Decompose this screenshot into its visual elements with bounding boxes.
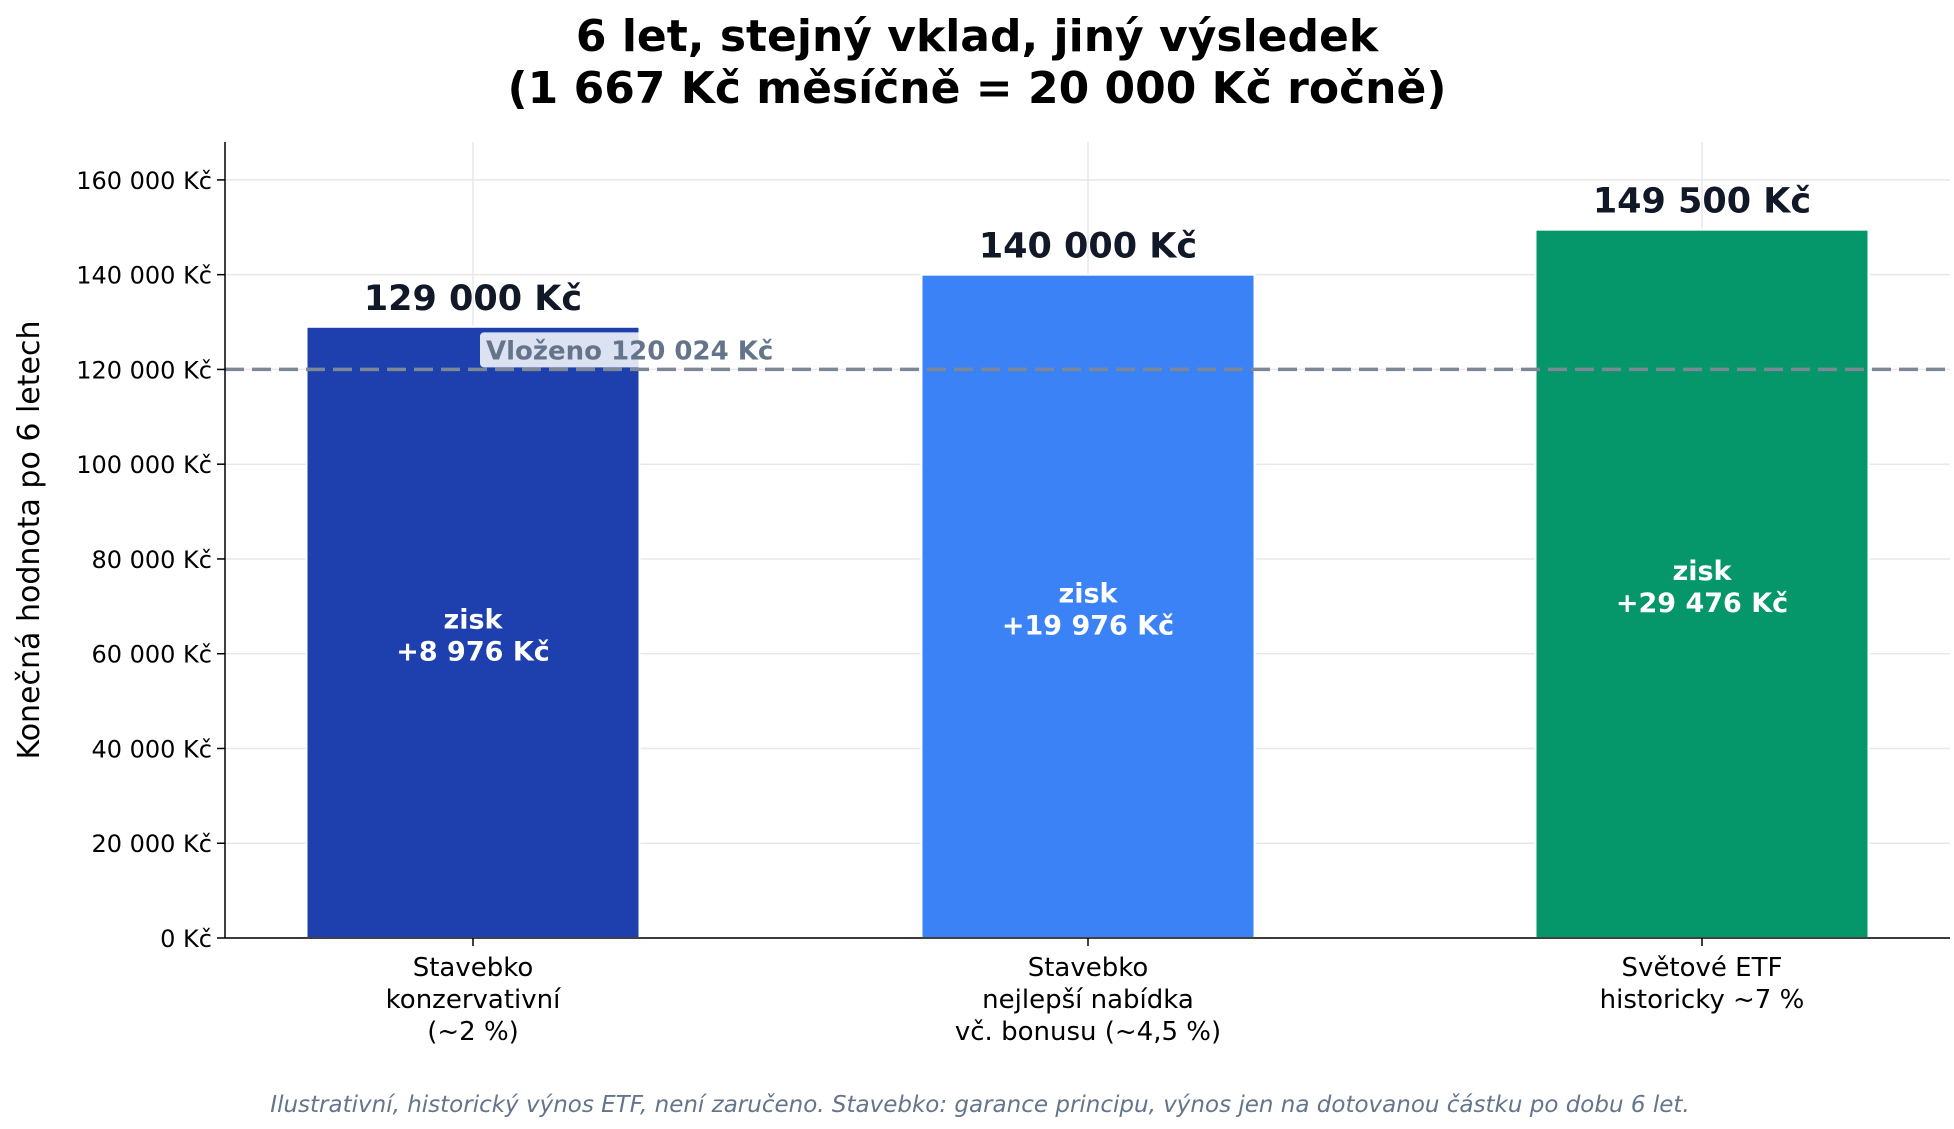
chart-title-line: (1 667 Kč měsíčně = 20 000 Kč ročně) bbox=[508, 63, 1447, 114]
y-tick-label: 100 000 Kč bbox=[76, 451, 212, 479]
chart-title: 6 let, stejný vklad, jiný výsledek(1 667… bbox=[508, 11, 1447, 114]
y-tick-label: 120 000 Kč bbox=[76, 356, 212, 384]
reference-line: Vloženo 120 024 Kč bbox=[225, 332, 1950, 372]
x-tick-label: historicky ~7 % bbox=[1600, 985, 1805, 1015]
x-tick-label: Stavebko bbox=[1028, 953, 1149, 983]
y-tick-label: 20 000 Kč bbox=[91, 830, 212, 858]
y-tick-label: 140 000 Kč bbox=[76, 262, 212, 290]
gain-label: +8 976 Kč bbox=[396, 636, 550, 667]
chart-title-line: 6 let, stejný vklad, jiný výsledek bbox=[576, 11, 1380, 62]
reference-label: Vloženo 120 024 Kč bbox=[486, 336, 773, 366]
x-tick-label: nejlepší nabídka bbox=[982, 985, 1194, 1015]
bar bbox=[1534, 228, 1870, 939]
value-label: 129 000 Kč bbox=[364, 279, 582, 319]
gain-label: zisk bbox=[444, 604, 504, 635]
gain-label: zisk bbox=[1059, 578, 1119, 609]
x-tick-label: Stavebko bbox=[413, 953, 534, 983]
y-axis-label-group: Konečná hodnota po 6 letech bbox=[12, 321, 47, 760]
y-tick-label: 80 000 Kč bbox=[91, 546, 212, 574]
y-tick-label: 160 000 Kč bbox=[76, 167, 212, 195]
y-axis-ticks: 0 Kč 20 000 Kč 40 000 Kč 60 000 Kč 80 000 Kč… bbox=[76, 167, 225, 953]
bar bbox=[920, 273, 1256, 939]
footnote: Ilustrativní, historický výnos ETF, není… bbox=[270, 1092, 1689, 1118]
y-tick-label: 60 000 Kč bbox=[91, 641, 212, 669]
value-label: 140 000 Kč bbox=[979, 227, 1197, 267]
bar bbox=[305, 325, 641, 939]
x-tick-label: konzervativní bbox=[386, 985, 561, 1015]
gain-label: +19 976 Kč bbox=[1002, 610, 1174, 641]
reference-label-background bbox=[480, 332, 793, 368]
footnote-group: Ilustrativní, historický výnos ETF, není… bbox=[270, 1092, 1689, 1118]
gain-label: +29 476 Kč bbox=[1616, 588, 1788, 619]
y-tick-label: 0 Kč bbox=[160, 925, 212, 953]
x-tick-label: Světové ETF bbox=[1622, 953, 1783, 983]
value-label: 149 500 Kč bbox=[1593, 182, 1811, 222]
x-tick-label: vč. bonusu (~4,5 %) bbox=[955, 1017, 1221, 1047]
y-axis-label: Konečná hodnota po 6 letech bbox=[12, 321, 47, 760]
bars bbox=[305, 228, 1870, 939]
gain-label: zisk bbox=[1673, 556, 1733, 587]
x-tick-label: (~2 %) bbox=[427, 1017, 519, 1047]
y-tick-label: 40 000 Kč bbox=[91, 735, 212, 763]
